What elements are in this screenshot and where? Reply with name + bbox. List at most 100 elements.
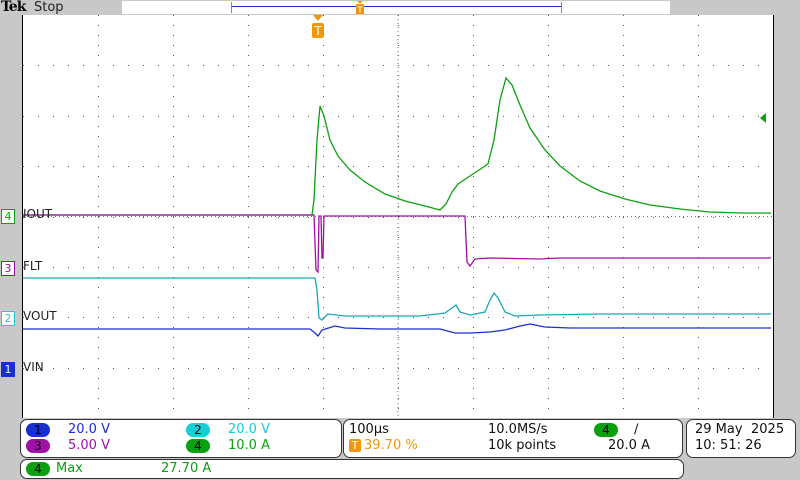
grid-dot (473, 116, 474, 117)
grid-dot (173, 126, 174, 127)
grid-dot (728, 166, 729, 167)
grid-dot (323, 206, 324, 207)
ch3-scale[interactable]: 5.00 V (68, 438, 110, 453)
grid-dot (383, 368, 384, 369)
grid-dot (548, 186, 549, 187)
ch4-scale[interactable]: 10.0 A (228, 438, 270, 453)
grid-dot (308, 317, 309, 318)
tek-logo: Tek (1, 0, 26, 15)
grid-dot (248, 55, 249, 56)
grid-dot (293, 166, 294, 167)
grid-dot (473, 307, 474, 308)
grid-dot (83, 317, 84, 318)
grid-dot (368, 65, 369, 66)
grid-dot (338, 65, 339, 66)
trigger-level[interactable]: 20.0 A (608, 438, 650, 453)
grid-dot (473, 176, 474, 177)
grid-dot (488, 267, 489, 268)
grid-dot (473, 247, 474, 248)
grid-dot (263, 368, 264, 369)
grid-dot (578, 267, 579, 268)
trigger-position-icon[interactable]: T (311, 15, 325, 39)
grid-dot (248, 227, 249, 228)
grid-dot (98, 186, 99, 187)
grid-dot (98, 35, 99, 36)
grid-dot (113, 116, 114, 117)
grid-dot (548, 217, 549, 218)
ch1-marker[interactable]: 1 (1, 362, 15, 377)
grid-dot (158, 267, 159, 268)
grid-dot (323, 15, 324, 16)
grid-dot (398, 368, 399, 369)
grid-dot (98, 196, 99, 197)
record-view-window[interactable] (232, 6, 562, 7)
grid-dot (98, 307, 99, 308)
grid-dot (128, 217, 129, 218)
grid-dot (698, 378, 699, 379)
trigger-slope-icon[interactable]: ∕ (634, 422, 639, 437)
record-trigger-icon: T (356, 1, 364, 15)
grid-dot (608, 317, 609, 318)
grid-dot (698, 237, 699, 238)
grid-dot (98, 176, 99, 177)
ch2-scale[interactable]: 20.0 V (228, 422, 270, 437)
grid-dot (398, 217, 399, 218)
record-length[interactable]: 10k points (488, 438, 557, 453)
record-view-bar[interactable] (122, 1, 670, 14)
ch1-scale[interactable]: 20.0 V (68, 422, 110, 437)
grid-dot (563, 166, 564, 167)
ch3-badge[interactable]: 3 (26, 439, 50, 453)
grid-dot (563, 65, 564, 66)
grid-dot (173, 65, 174, 66)
grid-dot (623, 358, 624, 359)
grid-dot (548, 247, 549, 248)
grid-dot (698, 96, 699, 97)
grid-dot (398, 388, 399, 389)
ch1-vin-trace (23, 323, 771, 338)
grid-dot (98, 287, 99, 288)
grid-dot (473, 257, 474, 258)
grid-dot (248, 408, 249, 409)
grid-dot (38, 368, 39, 369)
grid-dot (173, 206, 174, 207)
grid-dot (218, 267, 219, 268)
grid-dot (473, 146, 474, 147)
ch4-marker[interactable]: 4 (1, 209, 15, 224)
grid-dot (443, 267, 444, 268)
grid-dot (548, 75, 549, 76)
trigger-position-value[interactable]: 39.70 % (364, 438, 418, 453)
grid-dot (128, 368, 129, 369)
horizontal-scale[interactable]: 100µs (349, 422, 389, 437)
sample-rate: 10.0MS/s (488, 422, 548, 437)
grid-dot (143, 217, 144, 218)
grid-dot (398, 358, 399, 359)
grid-dot (668, 267, 669, 268)
ch1-badge[interactable]: 1 (26, 423, 50, 437)
grid-dot (578, 116, 579, 117)
channel-scale-panel[interactable]: 1 20.0 V 2 20.0 V 3 5.00 V 4 10.0 A (20, 419, 342, 458)
grid-dot (113, 267, 114, 268)
grid-dot (638, 65, 639, 66)
grid-dot (53, 368, 54, 369)
ch2-badge[interactable]: 2 (186, 423, 210, 437)
measurement-panel[interactable]: 4 Max 27.70 A (20, 459, 684, 479)
grid-dot (653, 267, 654, 268)
grid-dot (173, 237, 174, 238)
grid-dot (443, 368, 444, 369)
grid-dot (593, 267, 594, 268)
trigger-source-badge[interactable]: 4 (594, 423, 618, 437)
grid-dot (758, 368, 759, 369)
grid-dot (323, 86, 324, 87)
grid-dot (38, 65, 39, 66)
grid-dot (98, 156, 99, 157)
grid-dot (173, 55, 174, 56)
grid-dot (473, 237, 474, 238)
timebase-trigger-panel[interactable]: 100µs T 39.70 % 10.0MS/s 10k points 4 ∕ … (343, 419, 683, 458)
grid-dot (398, 398, 399, 399)
ch3-marker[interactable]: 3 (1, 261, 15, 276)
ch4-badge[interactable]: 4 (186, 439, 210, 453)
trigger-level-icon[interactable] (759, 113, 767, 123)
grid-dot (623, 116, 624, 117)
ch2-marker[interactable]: 2 (1, 311, 15, 326)
grid-dot (143, 368, 144, 369)
